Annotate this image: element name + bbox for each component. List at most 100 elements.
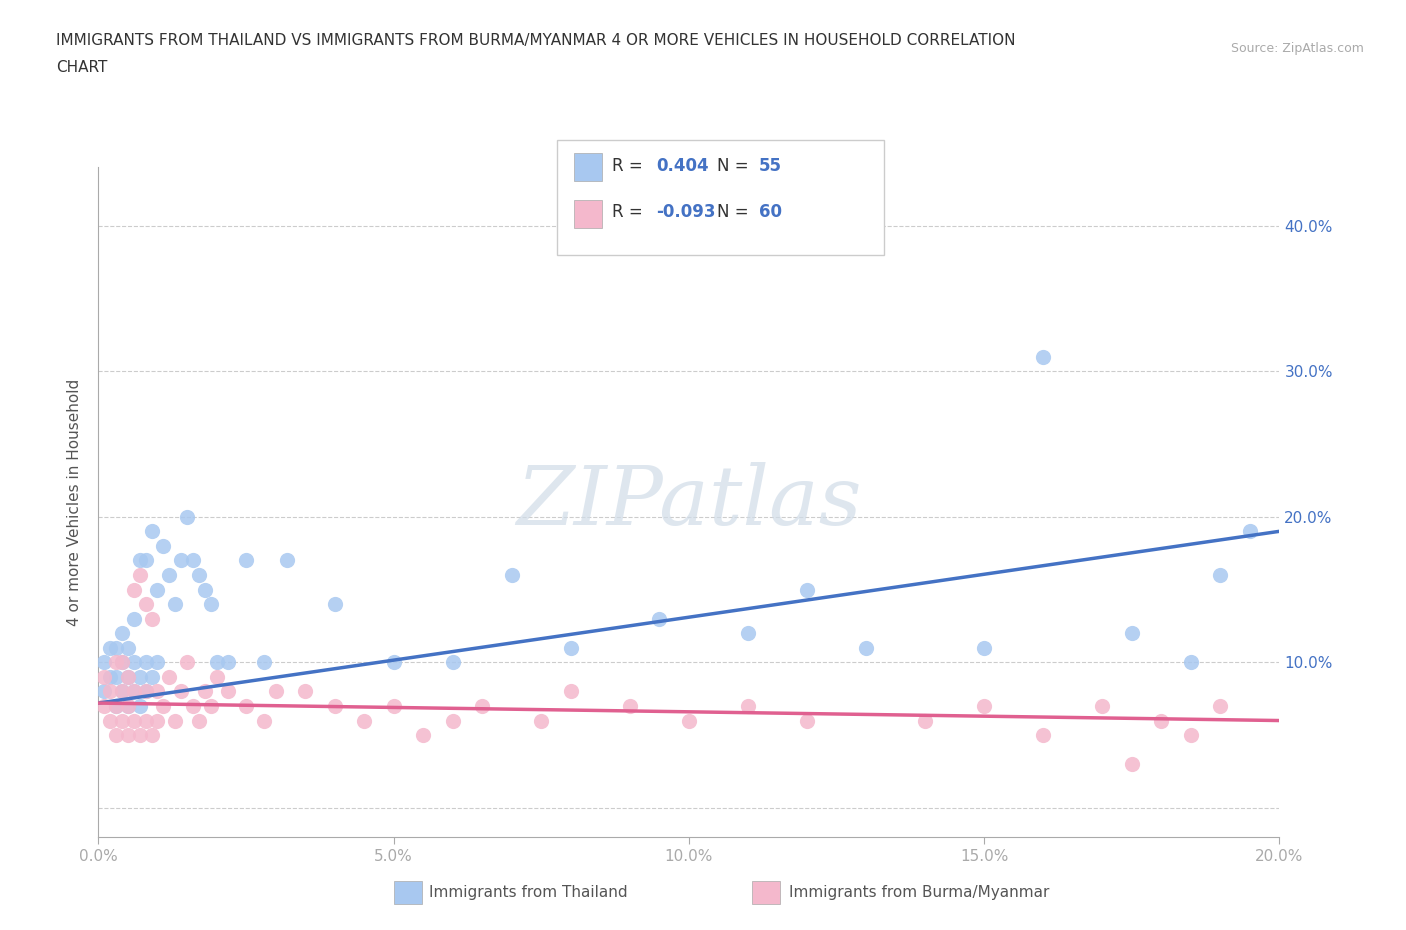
Point: [530, 713, 553, 728]
Point: [1032, 727, 1054, 742]
Point: [93, 670, 115, 684]
Point: [135, 553, 157, 568]
Point: [796, 582, 818, 597]
Point: [98, 670, 121, 684]
Point: [737, 626, 759, 641]
Point: [648, 611, 671, 626]
Point: [382, 698, 405, 713]
Point: [93, 684, 115, 698]
Point: [105, 655, 128, 670]
Point: [93, 698, 115, 713]
Point: [181, 553, 204, 568]
Point: [323, 698, 346, 713]
Text: IMMIGRANTS FROM THAILAND VS IMMIGRANTS FROM BURMA/MYANMAR 4 OR MORE VEHICLES IN : IMMIGRANTS FROM THAILAND VS IMMIGRANTS F…: [56, 33, 1015, 47]
Point: [128, 567, 150, 582]
Point: [217, 655, 239, 670]
Point: [117, 641, 139, 656]
Point: [146, 582, 169, 597]
Point: [111, 626, 134, 641]
Point: [128, 670, 150, 684]
Point: [98, 713, 121, 728]
Point: [135, 597, 157, 612]
Text: N =: N =: [717, 156, 748, 175]
Point: [560, 684, 582, 698]
Point: [253, 713, 276, 728]
Point: [128, 727, 150, 742]
Point: [973, 641, 995, 656]
Point: [796, 713, 818, 728]
Point: [98, 641, 121, 656]
Point: [111, 655, 134, 670]
Point: [176, 510, 198, 525]
Point: [128, 553, 150, 568]
Point: [412, 727, 434, 742]
Point: [111, 684, 134, 698]
Point: [152, 538, 174, 553]
Point: [111, 655, 134, 670]
Point: [323, 597, 346, 612]
Point: [1209, 698, 1232, 713]
Point: [128, 698, 150, 713]
Point: [122, 684, 145, 698]
Text: Source: ZipAtlas.com: Source: ZipAtlas.com: [1230, 42, 1364, 55]
Point: [471, 698, 494, 713]
Point: [1091, 698, 1114, 713]
Point: [1121, 626, 1143, 641]
Point: [1239, 524, 1261, 538]
Text: 60: 60: [759, 203, 782, 221]
Point: [176, 655, 198, 670]
Point: [441, 713, 464, 728]
Point: [122, 582, 145, 597]
Point: [205, 655, 228, 670]
Point: [146, 684, 169, 698]
Text: Immigrants from Burma/Myanmar: Immigrants from Burma/Myanmar: [789, 885, 1049, 900]
Point: [200, 597, 222, 612]
Text: 0.404: 0.404: [657, 156, 709, 175]
Point: [181, 698, 204, 713]
Point: [122, 611, 145, 626]
Y-axis label: 4 or more Vehicles in Household: 4 or more Vehicles in Household: [67, 379, 83, 626]
Point: [105, 670, 128, 684]
Point: [122, 655, 145, 670]
Point: [187, 713, 209, 728]
Text: -0.093: -0.093: [657, 203, 716, 221]
Text: CHART: CHART: [56, 60, 108, 75]
Point: [135, 655, 157, 670]
Point: [170, 553, 193, 568]
Point: [560, 641, 582, 656]
Point: [146, 655, 169, 670]
Point: [141, 524, 163, 538]
Point: [157, 670, 180, 684]
Point: [1121, 757, 1143, 772]
Text: 55: 55: [759, 156, 782, 175]
Point: [501, 567, 523, 582]
Point: [276, 553, 298, 568]
Point: [855, 641, 877, 656]
Text: R =: R =: [612, 203, 643, 221]
Point: [353, 713, 375, 728]
Point: [170, 684, 193, 698]
Text: ZIPatlas: ZIPatlas: [516, 462, 862, 542]
Point: [122, 713, 145, 728]
Point: [111, 713, 134, 728]
Point: [1180, 655, 1202, 670]
Point: [141, 727, 163, 742]
Point: [117, 727, 139, 742]
Point: [135, 713, 157, 728]
Point: [200, 698, 222, 713]
Point: [111, 684, 134, 698]
Point: [98, 684, 121, 698]
Point: [264, 684, 287, 698]
Point: [105, 727, 128, 742]
Point: [165, 713, 187, 728]
Point: [135, 684, 157, 698]
Point: [235, 698, 257, 713]
Text: R =: R =: [612, 156, 643, 175]
Point: [93, 655, 115, 670]
Point: [217, 684, 239, 698]
Point: [152, 698, 174, 713]
Point: [117, 698, 139, 713]
Point: [146, 713, 169, 728]
Text: N =: N =: [717, 203, 748, 221]
Point: [135, 684, 157, 698]
